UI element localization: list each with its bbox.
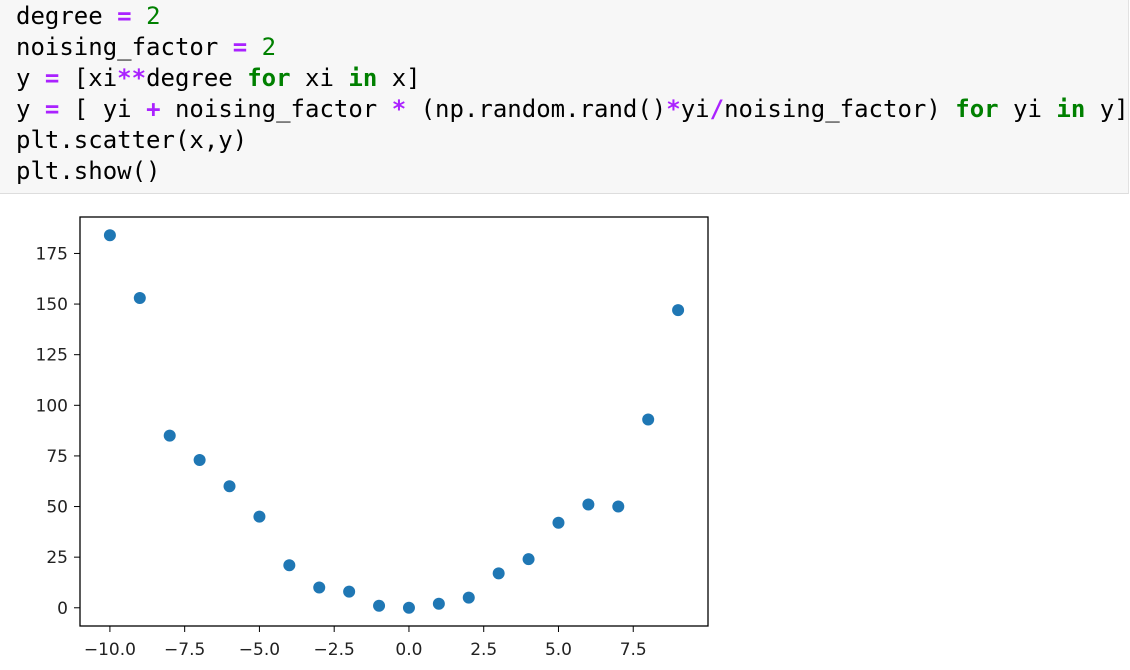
code-token: * xyxy=(666,95,681,123)
code-token: (np.random.rand() xyxy=(406,95,667,123)
data-point xyxy=(552,516,565,529)
data-point xyxy=(492,567,505,580)
x-axis: −10.0 −7.5 −5.0 −2.5 0.0 2.5 5.0 7.5 xyxy=(84,626,647,660)
data-point xyxy=(223,480,236,493)
data-point xyxy=(343,585,356,598)
code-token: [xi xyxy=(59,64,118,92)
code-token: ** xyxy=(117,64,147,92)
code-line: degree = 2 xyxy=(16,1,1129,32)
data-point xyxy=(373,599,386,612)
y-tick-label: 50 xyxy=(46,498,68,518)
x-tick-label: −7.5 xyxy=(164,640,205,660)
data-point xyxy=(283,559,296,572)
y-tick-label: 75 xyxy=(46,447,68,467)
x-tick-label: 2.5 xyxy=(470,640,497,660)
code-line: plt.scatter(x,y) xyxy=(16,125,1129,156)
data-point xyxy=(103,229,116,242)
code-token: noising_factor xyxy=(16,33,233,61)
code-token: noising_factor xyxy=(160,95,392,123)
code-token: 2 xyxy=(261,33,277,61)
code-token: yi xyxy=(680,95,710,123)
code-token: y] xyxy=(1085,95,1129,123)
code-token: noising_factor) xyxy=(724,95,956,123)
scatter-points xyxy=(103,229,685,614)
cell-output: −10.0 −7.5 −5.0 −2.5 0.0 2.5 5.0 7.5 0 25 50 75 100… xyxy=(0,196,1130,666)
x-tick-label: −2.5 xyxy=(314,640,355,660)
code-token: for xyxy=(247,64,291,92)
y-tick-label: 100 xyxy=(36,396,68,416)
code-token: = xyxy=(44,95,60,123)
code-token: y xyxy=(16,95,45,123)
x-tick-label: −5.0 xyxy=(239,640,280,660)
code-token: [ yi xyxy=(59,95,147,123)
data-point xyxy=(672,304,685,317)
code-token: for xyxy=(955,95,999,123)
data-point xyxy=(402,601,415,614)
code-token: plt.scatter(x,y) xyxy=(16,126,248,154)
code-token: = xyxy=(117,2,132,30)
x-tick-label: 5.0 xyxy=(545,640,572,660)
plot-frame xyxy=(79,216,709,627)
x-tick-label: 0.0 xyxy=(395,640,422,660)
data-point xyxy=(313,581,326,594)
code-token: 2 xyxy=(146,2,161,30)
data-point xyxy=(642,413,655,426)
x-tick-label: −10.0 xyxy=(84,640,136,660)
data-point xyxy=(432,597,445,610)
data-point xyxy=(253,510,266,523)
y-axis: 0 25 50 75 100 125 150 175 xyxy=(36,244,80,619)
code-line: y = [xi**degree for xi in x] xyxy=(16,63,1129,94)
data-point xyxy=(522,553,535,566)
data-point xyxy=(462,591,475,604)
y-tick-label: 150 xyxy=(36,295,68,315)
code-token: = xyxy=(232,33,248,61)
code-token: xi xyxy=(290,64,349,92)
code-token xyxy=(247,33,261,61)
y-tick-label: 0 xyxy=(57,599,68,619)
y-tick-label: 25 xyxy=(46,548,68,568)
code-line: plt.show() xyxy=(16,156,1129,187)
data-point xyxy=(612,500,625,513)
data-point xyxy=(582,498,595,511)
code-token: * xyxy=(391,95,407,123)
code-token: x] xyxy=(377,64,421,92)
code-token: y xyxy=(16,64,45,92)
code-token: in xyxy=(348,64,378,92)
scatter-plot: −10.0 −7.5 −5.0 −2.5 0.0 2.5 5.0 7.5 0 25 50 75 100… xyxy=(36,216,709,660)
y-tick-label: 125 xyxy=(36,346,68,366)
code-token: degree xyxy=(146,64,248,92)
y-tick-label: 175 xyxy=(36,244,68,264)
x-tick-label: 7.5 xyxy=(620,640,647,660)
code-token: in xyxy=(1056,95,1086,123)
code-token: = xyxy=(44,64,60,92)
data-point xyxy=(193,453,206,466)
code-token xyxy=(132,2,146,30)
data-point xyxy=(163,429,176,442)
code-token: plt.show() xyxy=(16,157,161,185)
code-line: noising_factor = 2 xyxy=(16,32,1129,63)
code-token: / xyxy=(709,95,725,123)
code-token: + xyxy=(146,95,161,123)
code-line: y = [ yi + noising_factor * (np.random.r… xyxy=(16,94,1129,125)
code-token: degree xyxy=(16,2,118,30)
code-token: yi xyxy=(998,95,1057,123)
data-point xyxy=(133,291,146,304)
